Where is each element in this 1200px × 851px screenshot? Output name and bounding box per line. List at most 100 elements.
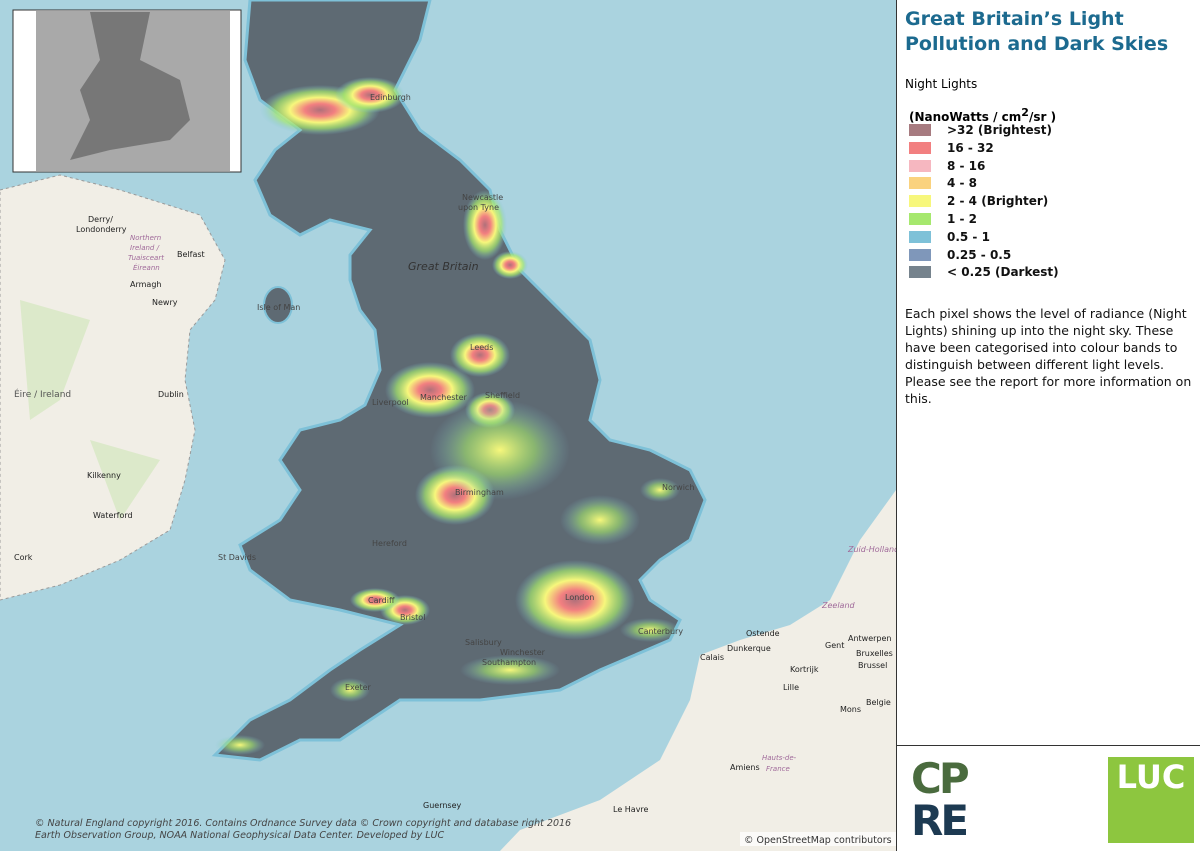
place-label: Le Havre xyxy=(613,805,649,814)
place-label: Northern xyxy=(130,234,161,242)
legend-item: >32 (Brightest) xyxy=(909,123,1052,137)
legend-item: < 0.25 (Darkest) xyxy=(909,265,1059,279)
map: Edinburgh Newcastle upon Tyne Great Brit… xyxy=(0,0,896,851)
place-label: Dunkerque xyxy=(727,644,771,653)
place-label: Birmingham xyxy=(455,488,504,497)
description-line: Lights) shining up into the night sky. T… xyxy=(905,323,1174,338)
place-label: Dublin xyxy=(158,390,184,399)
legend-label: 2 - 4 (Brighter) xyxy=(947,194,1049,209)
place-label: Zuid-Holland xyxy=(847,545,896,554)
place-label: Isle of Man xyxy=(257,303,300,312)
place-label: Éireann xyxy=(133,263,160,272)
description-line: have been categorised into colour bands … xyxy=(905,340,1178,355)
place-label: Kortrijk xyxy=(790,665,819,674)
legend-item: 0.5 - 1 xyxy=(909,230,990,244)
units-text: (NanoWatts / cm xyxy=(909,110,1022,124)
place-label: Londonderry xyxy=(76,225,127,234)
place-label: Derry/ xyxy=(88,215,113,224)
place-label: Éire / Ireland xyxy=(14,388,71,400)
legend-swatch xyxy=(909,213,931,225)
place-label: Newcastle xyxy=(462,193,503,202)
inset-gb xyxy=(70,12,190,160)
place-label: Mons xyxy=(840,705,861,714)
place-label: Armagh xyxy=(130,280,161,289)
logo-text: CP xyxy=(911,754,970,803)
description: Each pixel shows the level of radiance (… xyxy=(905,305,1191,407)
place-label: Gent xyxy=(825,641,844,650)
place-label: Liverpool xyxy=(372,398,409,407)
title: Great Britain’s Light xyxy=(905,8,1124,30)
place-label: Tuaisceart xyxy=(128,254,164,262)
legend-swatch xyxy=(909,177,931,190)
place-label: Sheffield xyxy=(485,391,520,400)
place-label: Southampton xyxy=(482,658,536,667)
place-label: Exeter xyxy=(345,683,372,692)
place-label: Cork xyxy=(14,553,33,562)
legend-item: 2 - 4 (Brighter) xyxy=(909,194,1048,208)
place-label: Ireland / xyxy=(130,244,160,252)
legend-item: 0.25 - 0.5 xyxy=(909,248,1011,262)
place-label: Hereford xyxy=(372,539,407,548)
legend-label: 1 - 2 xyxy=(947,212,978,226)
description-line: Each pixel shows the level of radiance (… xyxy=(905,306,1187,321)
place-label: Kilkenny xyxy=(87,471,121,480)
place-label: upon Tyne xyxy=(458,203,499,212)
units-sup: 2 xyxy=(1021,106,1029,119)
place-label: Manchester xyxy=(420,393,467,402)
place-label: Zeeland xyxy=(821,601,856,610)
legend-label: 8 - 16 xyxy=(947,158,986,173)
sidebar: Great Britain’s Light Pollution and Dark… xyxy=(896,0,1200,851)
legend-label: >32 (Brightest) xyxy=(947,123,1052,137)
place-label: Edinburgh xyxy=(370,93,411,102)
legend-swatch xyxy=(909,266,931,279)
attribution: Earth Observation Group, NOAA National G… xyxy=(35,830,444,841)
legend-heading: Night Lights xyxy=(905,77,978,91)
legend-item: 16 - 32 xyxy=(909,141,994,155)
legend-label: 4 - 8 xyxy=(947,176,978,191)
attribution: © Natural England copyright 2016. Contai… xyxy=(35,818,571,829)
place-label: Canterbury xyxy=(638,627,683,636)
legend-label: 0.5 - 1 xyxy=(947,229,990,244)
place-label: Antwerpen xyxy=(848,634,892,643)
isle-of-man xyxy=(263,286,293,324)
place-label: Belfast xyxy=(177,250,205,259)
legend-swatch xyxy=(909,124,931,136)
ireland-green xyxy=(20,300,160,520)
place-label: Newry xyxy=(152,298,178,307)
place-label: St Davids xyxy=(218,553,256,562)
place-label: Ostende xyxy=(746,629,780,638)
place-label: Cardiff xyxy=(368,596,395,605)
legend-label: 16 - 32 xyxy=(947,140,994,155)
osm-bg xyxy=(740,832,896,846)
description-line: Please see the report for more informati… xyxy=(905,374,1192,389)
logo-text: RE xyxy=(911,796,969,845)
continent xyxy=(500,490,896,851)
place-label: Waterford xyxy=(93,511,133,520)
description-line: this. xyxy=(905,391,932,406)
legend-item: 1 - 2 xyxy=(909,212,977,226)
place-label: Norwich xyxy=(662,483,694,492)
place-label: Leeds xyxy=(470,343,493,352)
place-label: Bruxelles xyxy=(856,649,893,658)
divider xyxy=(897,745,1200,746)
place-label: Great Britain xyxy=(408,260,479,273)
legend-swatch xyxy=(909,195,931,208)
place-label: Salisbury xyxy=(465,638,502,647)
place-label: France xyxy=(766,765,790,773)
place-label: Hauts-de- xyxy=(762,754,797,762)
osm-attribution[interactable]: © OpenStreetMap contributors xyxy=(744,835,892,846)
light-glows xyxy=(215,77,680,755)
title: Pollution and Dark Skies xyxy=(905,33,1169,55)
legend-label: < 0.25 (Darkest) xyxy=(947,265,1059,280)
place-label: Guernsey xyxy=(423,801,462,810)
legend-swatch xyxy=(909,159,931,172)
place-label: Bristol xyxy=(400,613,425,622)
units-text: /sr ) xyxy=(1028,110,1057,124)
place-label: Winchester xyxy=(500,648,546,657)
cpre-logo: CP RE xyxy=(911,758,985,842)
place-label: Brussel xyxy=(858,661,887,670)
legend-item: 8 - 16 xyxy=(909,159,985,173)
ireland xyxy=(0,174,226,601)
legend-label: 0.25 - 0.5 xyxy=(947,247,1012,262)
legend-units: (NanoWatts / cm2/sr ) xyxy=(909,106,1056,124)
